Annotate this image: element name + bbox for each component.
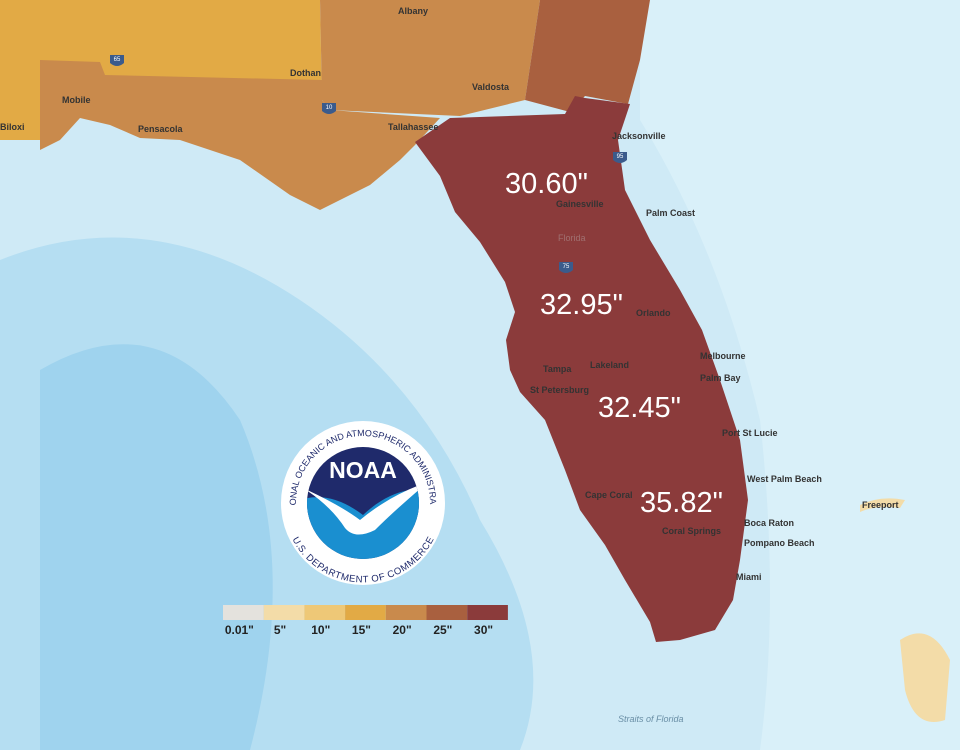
place-label: Palm Coast xyxy=(646,208,695,218)
georgia-east xyxy=(525,0,650,112)
place-label: Tampa xyxy=(543,364,572,374)
rainfall-value: 35.82" xyxy=(640,487,723,519)
place-label: Melbourne xyxy=(700,351,746,361)
legend-label: 20" xyxy=(393,623,412,637)
highway-shield xyxy=(322,103,336,114)
place-label: Boca Raton xyxy=(744,518,794,528)
place-label: Pompano Beach xyxy=(744,538,815,548)
legend-label: 30" xyxy=(474,623,493,637)
rainfall-value: 32.95" xyxy=(540,289,623,321)
bahamas xyxy=(860,498,905,512)
shield-label: 10 xyxy=(326,105,333,111)
panhandle xyxy=(40,60,440,210)
place-label: West Palm Beach xyxy=(747,474,822,484)
place-label: Coral Springs xyxy=(662,526,721,536)
place-label: Orlando xyxy=(636,308,671,318)
legend-swatch xyxy=(304,605,346,620)
places: Albany Dothan Mobile Pensacola Valdosta … xyxy=(0,6,899,724)
place-label: Miami xyxy=(736,572,762,582)
place-label: Valdosta xyxy=(472,82,510,92)
legend-swatch xyxy=(263,605,305,620)
deep-water xyxy=(40,344,273,750)
shield-label: 65 xyxy=(114,57,121,63)
georgia xyxy=(320,0,540,116)
bahamas xyxy=(900,633,950,722)
place-label: Pensacola xyxy=(138,124,184,134)
place-label: Straits of Florida xyxy=(618,714,684,724)
legend-swatch xyxy=(345,605,386,620)
place-label: Dothan xyxy=(290,68,321,78)
legend-swatch xyxy=(223,605,264,620)
place-label: Tallahassee xyxy=(388,122,438,132)
shield-label: 95 xyxy=(617,154,624,160)
shields: 65 10 95 75 xyxy=(110,55,627,273)
legend-label: 15" xyxy=(352,623,371,637)
place-label: Biloxi xyxy=(0,122,25,132)
legend: 0.01" 5" 10" 15" 20" 25" 30" xyxy=(223,605,508,637)
logo-bird xyxy=(307,482,419,535)
legend-swatch xyxy=(426,605,468,620)
shield-label: 75 xyxy=(563,264,570,270)
place-label: Mobile xyxy=(62,95,91,105)
place-label: Port St Lucie xyxy=(722,428,778,438)
legend-label: 0.01" xyxy=(225,623,254,637)
place-label: Freeport xyxy=(862,500,899,510)
legend-swatch xyxy=(467,605,508,620)
florida xyxy=(415,96,748,642)
highway-shield xyxy=(559,262,573,273)
legend-swatch xyxy=(385,605,427,620)
place-label: Gainesville xyxy=(556,199,604,209)
atlantic xyxy=(640,0,960,750)
legend-label: 25" xyxy=(433,623,452,637)
place-label: St Petersburg xyxy=(530,385,589,395)
place-label: Palm Bay xyxy=(700,373,741,383)
place-label: Cape Coral xyxy=(585,490,633,500)
highway-shield xyxy=(613,152,627,163)
place-label: Jacksonville xyxy=(612,131,666,141)
place-label: Lakeland xyxy=(590,360,629,370)
highway-shield xyxy=(110,55,124,66)
region-values: 30.60" 32.95" 32.45" 35.82" xyxy=(505,168,723,519)
rainfall-value: 30.60" xyxy=(505,168,588,200)
place-label: Florida xyxy=(558,233,586,243)
place-label: Albany xyxy=(398,6,428,16)
legend-label: 10" xyxy=(311,623,330,637)
rainfall-value: 32.45" xyxy=(598,392,681,424)
logo-acronym: NOAA xyxy=(329,457,397,483)
legend-label: 5" xyxy=(274,623,286,637)
